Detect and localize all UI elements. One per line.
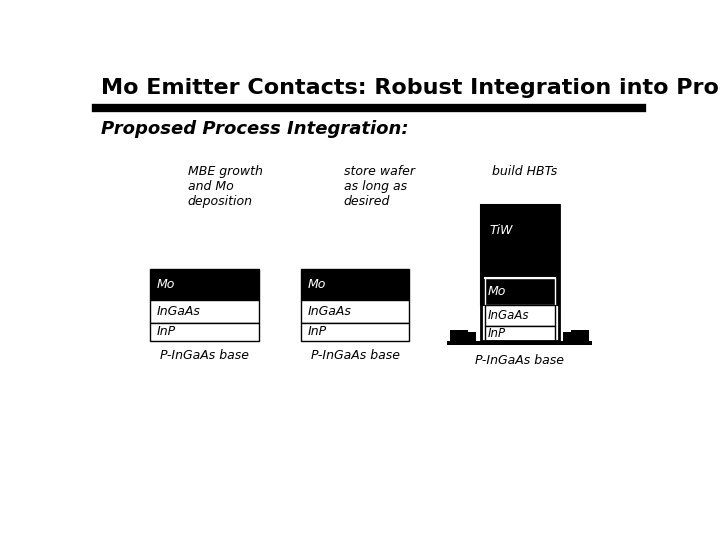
Text: InP: InP: [307, 326, 326, 339]
Text: MBE growth
and Mo
deposition: MBE growth and Mo deposition: [188, 165, 263, 207]
Text: Mo: Mo: [307, 278, 325, 291]
Bar: [485, 278, 555, 305]
Text: P-InGaAs base: P-InGaAs base: [475, 354, 564, 367]
Bar: [447, 341, 593, 346]
Text: InGaAs: InGaAs: [307, 305, 351, 318]
Text: Mo: Mo: [157, 278, 175, 291]
Bar: [462, 332, 476, 346]
Text: InP: InP: [488, 327, 506, 340]
Text: Mo: Mo: [488, 285, 506, 298]
Bar: [150, 322, 258, 341]
Text: P-InGaAs base: P-InGaAs base: [160, 349, 249, 362]
Text: Mo Emitter Contacts: Robust Integration into Process Flow: Mo Emitter Contacts: Robust Integration …: [101, 78, 720, 98]
Bar: [481, 205, 559, 341]
Bar: [571, 329, 590, 346]
Bar: [481, 205, 559, 305]
Bar: [301, 268, 410, 300]
Text: build HBTs: build HBTs: [492, 165, 557, 178]
Bar: [150, 268, 258, 300]
Text: P-InGaAs base: P-InGaAs base: [310, 349, 400, 362]
Bar: [301, 322, 410, 341]
Bar: [301, 300, 410, 322]
Text: TiW: TiW: [489, 224, 513, 237]
Bar: [485, 305, 555, 326]
Bar: [150, 300, 258, 322]
Bar: [485, 326, 555, 341]
Text: InP: InP: [157, 326, 176, 339]
Text: InGaAs: InGaAs: [488, 309, 529, 322]
Bar: [450, 329, 468, 346]
Text: store wafer
as long as
desired: store wafer as long as desired: [344, 165, 415, 207]
Text: InGaAs: InGaAs: [157, 305, 201, 318]
Bar: [563, 332, 577, 346]
Text: Proposed Process Integration:: Proposed Process Integration:: [101, 120, 409, 138]
